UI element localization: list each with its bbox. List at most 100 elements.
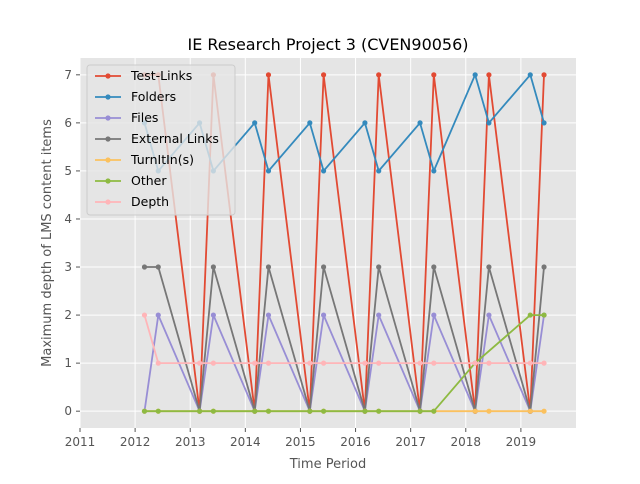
series-line [144,73,545,413]
series-depth [141,312,547,366]
data-point [265,168,272,174]
data-point [307,120,313,126]
y-tick-label: 5 [64,164,72,178]
data-point [252,408,258,414]
legend-marker [105,199,111,205]
data-point [431,72,437,78]
data-point [527,312,533,318]
data-point [541,408,547,414]
data-point [362,408,368,414]
data-point [376,408,382,414]
data-point [541,120,547,126]
data-point [527,408,533,414]
x-tick-label: 2011 [65,435,96,449]
data-point [417,408,423,414]
data-point [155,312,161,318]
legend-label: Other [131,173,167,188]
data-point [486,360,492,366]
series-line [144,266,545,413]
legend-marker [105,115,111,121]
legend-label: External Links [131,131,219,146]
data-point [141,408,148,414]
data-point [376,312,382,318]
data-point [472,72,478,78]
x-tick-label: 2012 [120,435,151,449]
legend-label: Files [131,110,158,125]
data-point [196,408,203,414]
data-point [376,360,382,366]
data-point [376,264,382,270]
x-tick-label: 2017 [395,435,426,449]
data-point [307,408,313,414]
data-point [486,408,492,414]
series-line [143,314,544,365]
data-point [210,264,216,270]
data-point [307,360,313,366]
data-point [417,120,423,126]
data-point [486,264,492,270]
x-tick-label: 2016 [340,435,371,449]
data-point [472,408,478,414]
legend-label: Folders [131,89,176,104]
data-point [431,168,437,174]
data-point [431,264,437,270]
legend-box [86,64,236,216]
data-point [265,312,272,318]
legend-marker [105,136,111,142]
data-point [320,264,327,270]
y-tick-label: 7 [64,68,72,82]
data-point [431,360,437,366]
data-point [320,408,327,414]
data-point [376,72,382,78]
x-tick-label: 2015 [285,435,316,449]
data-point [210,312,216,318]
data-point [431,408,437,414]
data-point [362,120,368,126]
x-tick-label: 2014 [230,435,261,449]
data-point [486,120,492,126]
data-point [541,360,547,366]
legend-marker [105,94,111,100]
data-point [320,168,327,174]
data-point [527,72,533,78]
x-tick-label: 2013 [175,435,206,449]
data-point [541,72,547,78]
data-point [265,72,272,78]
data-point [155,360,161,366]
data-point [541,264,547,270]
data-point [362,360,368,366]
legend-marker [105,157,111,163]
data-point [265,408,272,414]
data-point [252,360,258,366]
y-tick-label: 3 [64,260,72,274]
x-axis-label: Time Period [289,457,366,472]
data-point [486,72,492,78]
data-point [210,360,216,366]
series-other [141,312,547,414]
legend-marker [105,178,111,184]
data-point [265,360,272,366]
chart-title: IE Research Project 3 (CVEN90056) [187,35,468,54]
data-point [527,360,533,366]
y-tick-label: 6 [64,116,72,130]
data-point [320,312,327,318]
tick-labels: 2011 2012 2013 2014 2015 2016 2017 2018 2019 0 1 2 3… [64,68,536,449]
legend: Test-Links Folders Files External Links Turn… [86,64,236,216]
y-axis-label: Maximum depth of LMS content items [40,119,55,367]
data-point [141,264,148,270]
data-point [210,408,216,414]
data-point [196,360,203,366]
x-tick-label: 2018 [451,435,482,449]
y-tick-label: 1 [64,356,72,370]
data-point [541,312,547,318]
y-tick-label: 4 [64,212,72,226]
x-tick-label: 2019 [506,435,537,449]
legend-label: Test-Links [130,68,192,83]
data-point [252,120,258,126]
data-point [265,264,272,270]
data-point [486,312,492,318]
data-point [472,360,478,366]
data-point [155,264,161,270]
